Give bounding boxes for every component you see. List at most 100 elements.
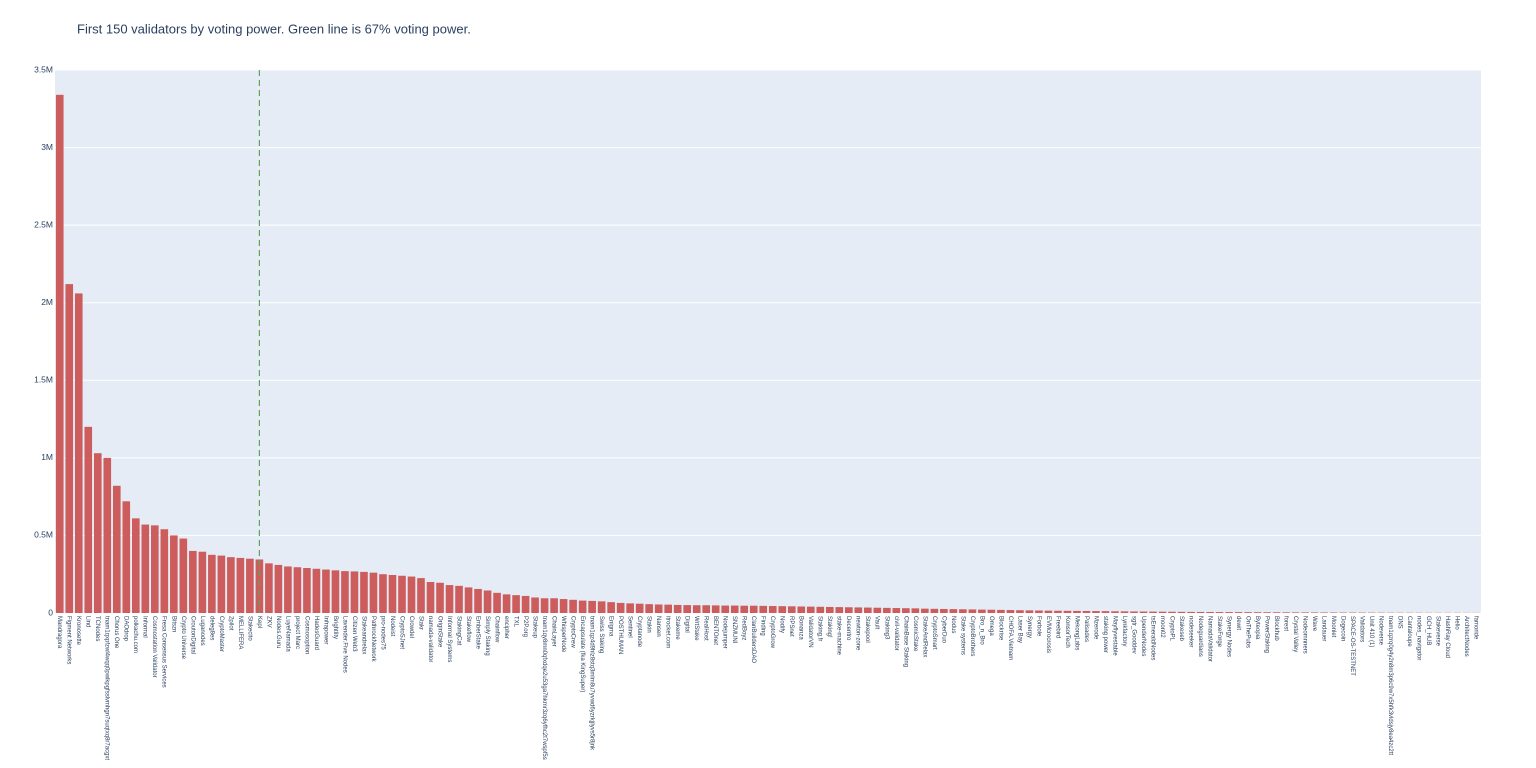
bar <box>892 608 901 613</box>
x-tick-label: tsEmeraldNodes <box>1149 616 1155 660</box>
bar <box>978 609 986 613</box>
bar <box>1016 610 1024 613</box>
x-tick-label: ChainLayer <box>551 616 557 647</box>
bar <box>360 571 368 613</box>
bar <box>284 566 292 613</box>
x-tick-label: BENTOnet <box>712 616 718 645</box>
bar <box>797 606 806 613</box>
bar <box>103 457 112 613</box>
x-tick-label: famoride <box>1473 616 1479 640</box>
bar <box>749 605 758 613</box>
bar <box>569 599 577 613</box>
bar <box>151 525 159 613</box>
bar <box>1054 610 1062 613</box>
bar <box>1082 610 1091 613</box>
x-tick-label: nodeseeker <box>1187 616 1193 647</box>
x-tick-label: CHOFA.Vietnam <box>1007 616 1013 660</box>
bar <box>730 605 739 613</box>
bar <box>854 607 863 613</box>
bar <box>1177 611 1186 613</box>
x-tick-label: pro-nodes75 <box>379 616 385 650</box>
x-tick-label: Sentinel <box>627 616 633 638</box>
x-tick-label: Kepl <box>256 616 262 628</box>
bar <box>1044 610 1053 613</box>
bar <box>502 594 511 613</box>
x-tick-label: staking power <box>1102 616 1108 653</box>
x-tick-label: Laser Bay <box>1016 616 1022 643</box>
bar <box>84 426 93 613</box>
bar <box>160 529 169 613</box>
x-tick-label: Kronosette <box>75 616 81 646</box>
x-tick-label: Digital <box>684 616 690 633</box>
x-tick-label: OriginStake <box>436 616 442 648</box>
bar <box>1263 612 1271 613</box>
bar <box>417 578 425 613</box>
x-tick-label: Infrapower <box>322 616 328 644</box>
x-tick-label: StakeAndRelax <box>921 616 927 657</box>
bar <box>968 609 977 613</box>
x-tick-label: Informal Systems <box>446 616 452 662</box>
x-tick-label: Encapsulate (fka KingSuper) <box>579 616 585 692</box>
x-tick-label: polkachu.com <box>132 616 138 653</box>
x-tick-label: StakingCat <box>455 616 461 646</box>
bar <box>987 609 996 613</box>
bar <box>493 592 501 613</box>
bar <box>588 600 596 613</box>
bar <box>559 599 568 613</box>
bar <box>911 608 920 613</box>
x-tick-label: Nodeguardians <box>1197 616 1203 657</box>
y-tick-label: 3.5M <box>34 64 53 74</box>
x-tick-label: Nodejumper <box>722 616 728 649</box>
bar <box>112 485 121 613</box>
bar <box>1092 611 1100 613</box>
x-tick-label: Moonlet <box>1330 616 1336 638</box>
x-tick-label: Enigma <box>608 616 614 637</box>
x-tick-label: Stakepool <box>864 616 870 643</box>
bar <box>1111 611 1119 613</box>
x-tick-label: Finding <box>760 616 766 636</box>
bar <box>1168 611 1176 613</box>
x-tick-label: NamadaValidator <box>1206 616 1212 662</box>
x-tick-label: sgtr_Gooddev <box>1130 616 1136 654</box>
bar <box>1225 612 1233 613</box>
bar <box>740 605 749 613</box>
x-tick-label: Omega <box>988 616 994 636</box>
x-tick-label: CryptoCrew <box>570 616 576 648</box>
x-tick-label: Lynkfactory <box>1121 616 1127 646</box>
bar <box>1320 612 1328 613</box>
bar <box>55 94 64 613</box>
bar <box>483 590 492 613</box>
bar <box>322 569 330 613</box>
bar <box>74 293 83 613</box>
chart-title: First 150 validators by voting power. Gr… <box>77 21 471 36</box>
x-tick-label: tnam1qz4d9hlz8stq3mlm8u7yvwd6yzrkjjlyvs5… <box>589 616 595 751</box>
x-tick-label: HadesGuard <box>313 616 319 650</box>
bar <box>170 535 178 613</box>
x-tick-label: Unit 410 (1) <box>1368 616 1374 647</box>
x-tick-label: WhisperNode <box>560 616 566 653</box>
bar <box>1035 610 1043 613</box>
bar <box>835 607 844 613</box>
bar <box>864 607 872 613</box>
bar <box>255 559 264 613</box>
bar <box>702 605 711 613</box>
x-tick-label: ClanBuildersDAO <box>750 616 756 663</box>
bar <box>455 585 463 613</box>
x-tick-label: Stakeflow <box>465 616 471 643</box>
bar <box>208 554 216 613</box>
x-tick-label: Brightlity <box>332 616 338 639</box>
bar <box>227 557 235 613</box>
bar <box>597 601 606 613</box>
bar <box>921 608 929 613</box>
x-tick-label: KonsorTech <box>1064 616 1070 648</box>
x-tick-label: Stakeme <box>674 616 680 640</box>
x-tick-label: Bro_n_Bro <box>978 616 984 645</box>
bar <box>521 595 530 613</box>
x-tick-label: Vault <box>874 616 880 630</box>
bar <box>293 567 302 613</box>
x-tick-label: CroutonDigital <box>189 616 195 654</box>
x-tick-label: Decentro <box>845 616 851 641</box>
x-tick-label: LuyeNamada <box>284 616 290 652</box>
x-tick-label: Cosmosoption <box>303 616 309 654</box>
bar <box>122 501 131 613</box>
